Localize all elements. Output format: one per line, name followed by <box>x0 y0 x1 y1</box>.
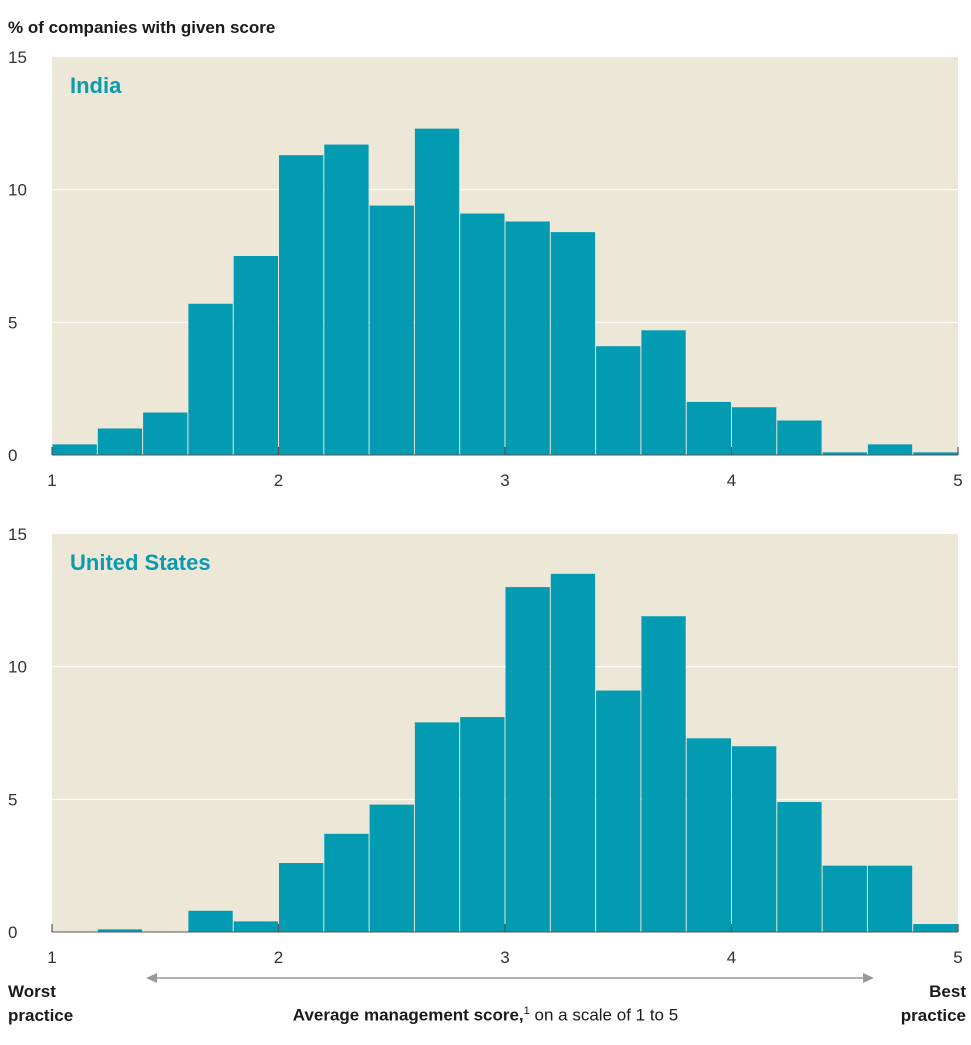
histogram-bar <box>279 863 324 932</box>
histogram-bar <box>686 401 731 455</box>
histogram-bar <box>641 330 686 455</box>
histogram-bar <box>732 407 777 455</box>
histogram-bar <box>550 232 596 455</box>
histogram-bar <box>460 717 505 932</box>
histogram-bar <box>777 801 822 932</box>
y-tick-label: 15 <box>8 48 27 67</box>
histogram-bar <box>279 155 324 455</box>
histogram-bar <box>822 865 867 932</box>
x-tick-label: 1 <box>47 471 56 490</box>
histogram-bar <box>867 865 913 932</box>
histogram-bar <box>188 303 233 455</box>
histogram-bar <box>641 616 686 932</box>
y-axis-title: % of companies with given score <box>8 18 276 37</box>
histogram-bar <box>867 444 913 455</box>
histogram-bar <box>550 573 596 932</box>
histogram-bar <box>233 256 278 455</box>
histogram-bar <box>369 205 414 455</box>
histogram-bar <box>596 346 641 455</box>
histogram-bar <box>913 452 958 455</box>
histogram-bar <box>233 921 278 932</box>
panel-title-india: India <box>70 73 122 98</box>
x-tick-label: 5 <box>953 948 962 967</box>
histogram-bar <box>369 804 414 932</box>
histogram-bar <box>324 833 369 932</box>
x-tick-label: 4 <box>727 471 736 490</box>
plot-area <box>52 534 958 932</box>
histogram-bar <box>505 587 550 932</box>
histogram-bar <box>52 444 97 455</box>
x-tick-label: 5 <box>953 471 962 490</box>
histogram-bar <box>143 412 188 455</box>
y-tick-label: 10 <box>8 658 27 677</box>
histogram-bar <box>913 924 958 932</box>
histogram-bar <box>686 738 731 932</box>
x-tick-label: 3 <box>500 948 509 967</box>
x-tick-label: 4 <box>727 948 736 967</box>
y-tick-label: 5 <box>8 313 17 332</box>
histogram-bar <box>822 452 867 455</box>
y-tick-label: 0 <box>8 923 17 942</box>
histogram-bar <box>460 213 505 455</box>
histogram-bar <box>97 929 143 932</box>
histogram-bar <box>324 144 369 455</box>
x-tick-label: 3 <box>500 471 509 490</box>
histogram-bar <box>777 420 822 455</box>
y-tick-label: 0 <box>8 446 17 465</box>
histogram-bar <box>97 428 143 455</box>
histogram-bar <box>188 910 233 932</box>
y-tick-label: 15 <box>8 525 27 544</box>
histogram-bar <box>414 128 460 455</box>
x-tick-label: 1 <box>47 948 56 967</box>
x-tick-label: 2 <box>274 948 283 967</box>
y-tick-label: 5 <box>8 790 17 809</box>
panel-title-united-states: United States <box>70 550 211 575</box>
histogram-bar <box>596 690 641 932</box>
histogram-bar <box>732 746 777 932</box>
histogram-bar <box>505 221 550 455</box>
x-tick-label: 2 <box>274 471 283 490</box>
histogram-bar <box>414 722 460 932</box>
y-tick-label: 10 <box>8 181 27 200</box>
